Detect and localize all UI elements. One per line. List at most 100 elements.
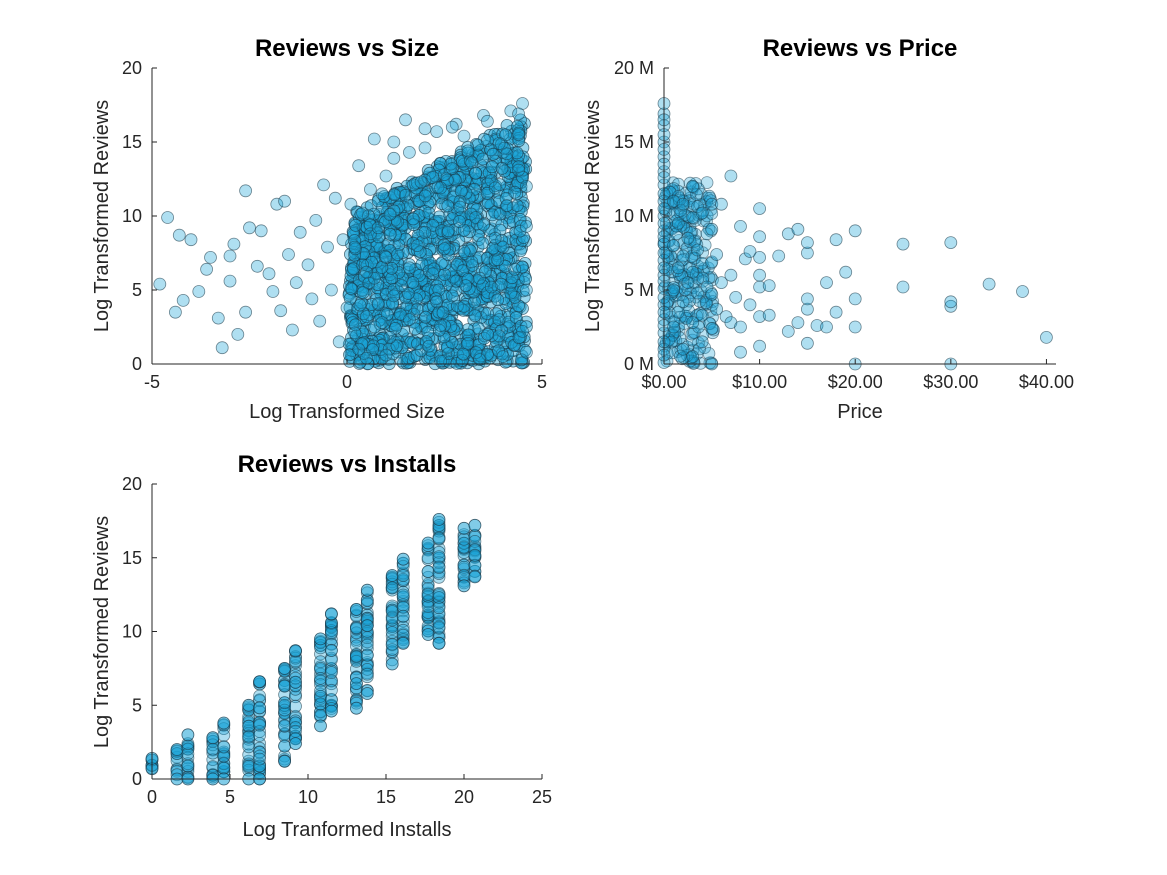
x-axis-label: Log Transformed Size [249, 401, 445, 423]
scatter-point [336, 233, 350, 247]
scatter-point [772, 249, 786, 263]
x-tick-label: 10 [298, 787, 318, 807]
scatter-point [839, 265, 853, 279]
scatter-point [324, 283, 338, 297]
scatter-point [367, 132, 381, 146]
scatter-point [332, 335, 346, 349]
scatter-point [314, 632, 327, 646]
scatter-point [317, 178, 331, 192]
scatter-point [1016, 285, 1029, 298]
scatter-point [753, 268, 766, 282]
scatter-point [496, 350, 510, 364]
scatter-point [262, 267, 276, 281]
scatter-point [422, 339, 436, 353]
scatter-point [385, 605, 399, 618]
scatter-point [278, 194, 292, 208]
scatter-point [282, 248, 295, 261]
x-tick-label: 20 [454, 787, 474, 807]
scatter-point [710, 248, 723, 261]
scatter-point [340, 301, 354, 315]
scatter-point [371, 221, 385, 235]
scatter-point [434, 354, 448, 368]
scatter-point [360, 638, 374, 652]
scatter-point [829, 233, 843, 247]
scatter-point [480, 134, 494, 147]
scatter-point [324, 644, 338, 657]
scatter-point [944, 295, 958, 309]
scatter-point [363, 182, 377, 196]
y-tick-label: 0 M [624, 354, 654, 374]
x-tick-label: 5 [225, 787, 235, 807]
scatter-point [445, 120, 459, 134]
scatter-point [1040, 330, 1053, 344]
scatter-points [153, 97, 533, 371]
scatter-point [348, 240, 362, 254]
scatter-point [432, 561, 446, 574]
scatter-point [324, 704, 338, 718]
scatter-point [217, 761, 231, 775]
scatter-point [520, 219, 533, 233]
scatter-point [349, 677, 363, 690]
scatter-point [465, 255, 479, 269]
chart-title: Reviews vs Size [255, 35, 439, 62]
scatter-point [289, 644, 302, 658]
scatter-point [391, 248, 405, 261]
scatter-point [328, 191, 342, 205]
scatter-point [289, 737, 302, 750]
scatter-point [724, 268, 738, 282]
scatter-point [168, 305, 182, 319]
scatter-point [253, 701, 267, 715]
scatter-point [691, 243, 704, 257]
y-tick-label: 10 [122, 622, 142, 642]
x-tick-label: $10.00 [732, 372, 787, 392]
scatter-point [432, 636, 446, 650]
scatter-point [753, 230, 766, 244]
scatter-point [848, 224, 862, 238]
scatter-point [385, 657, 399, 671]
scatter-point [457, 129, 471, 143]
scatter-point [324, 666, 338, 679]
scatter-point [385, 626, 399, 639]
scatter-point [289, 699, 302, 713]
scatter-point [184, 233, 198, 247]
scatter-point [457, 521, 471, 535]
scatter-point [410, 239, 424, 253]
scatter-point [223, 249, 237, 263]
scatter-point [360, 687, 374, 700]
scatter-point [227, 237, 241, 251]
scatter-point [324, 607, 338, 621]
scatter-point [512, 163, 525, 177]
scatter-point [734, 345, 747, 359]
scatter-point [313, 314, 327, 328]
scatter-point [686, 179, 700, 193]
scatter-point [457, 245, 471, 258]
scatter-point [481, 327, 495, 341]
scatter-point [500, 147, 514, 161]
x-tick-label: 5 [537, 372, 547, 392]
scatter-point [705, 222, 719, 236]
scatter-point [676, 249, 690, 263]
scatter-point [418, 141, 432, 155]
scatter-point [289, 276, 303, 290]
scatter-point [426, 171, 440, 184]
scatter-point [242, 698, 256, 712]
scatter-point [753, 339, 766, 353]
scatter-point [791, 316, 805, 330]
scatter-point [421, 628, 435, 641]
scatter-point [242, 730, 256, 744]
y-tick-label: 0 [132, 354, 142, 374]
scatter-point [421, 565, 435, 578]
scatter-point [181, 759, 195, 773]
scatter-point [278, 754, 292, 768]
y-tick-label: 20 [122, 58, 142, 78]
scatter-point [418, 189, 432, 203]
scatter-point [278, 679, 292, 693]
scatter-point [520, 283, 533, 297]
scatter-point [379, 250, 393, 264]
chart-title: Reviews vs Installs [238, 451, 457, 478]
scatter-point [383, 227, 397, 241]
scatter-point [321, 240, 334, 254]
scatter-point [432, 620, 446, 634]
scatter-point [430, 295, 444, 309]
